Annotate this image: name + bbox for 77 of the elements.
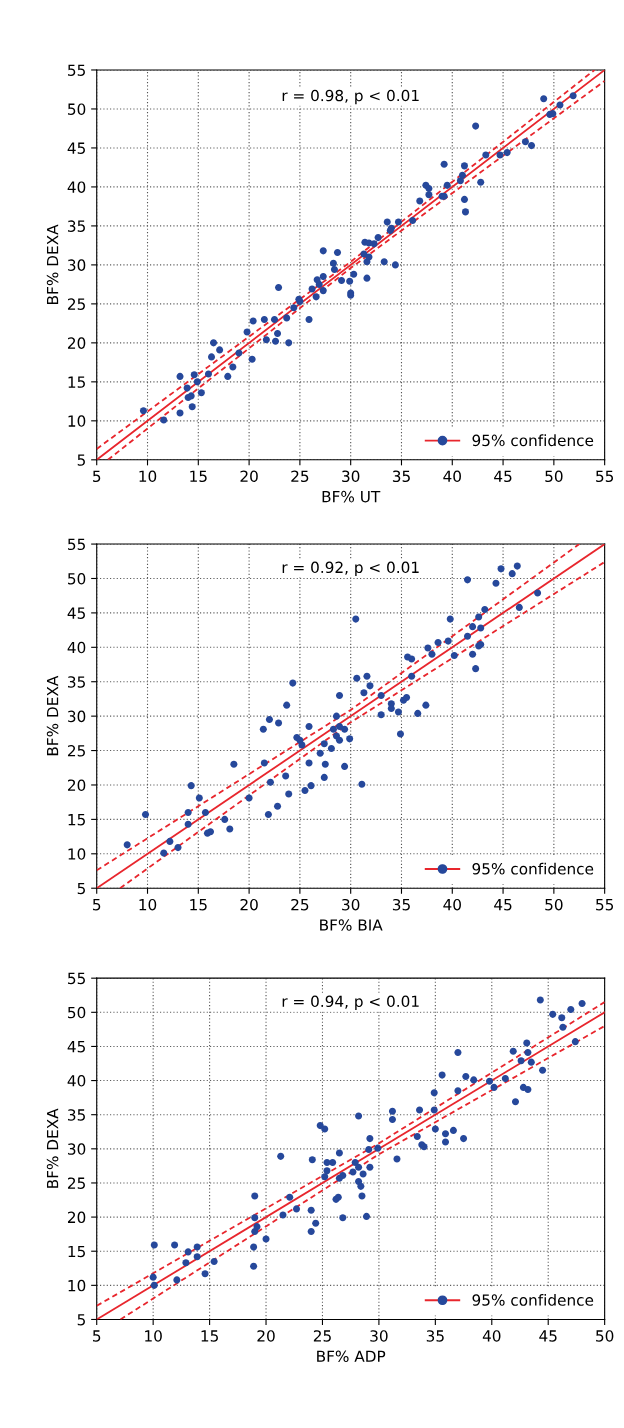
y-tick-label: 25 xyxy=(67,745,85,757)
annotation: r = 0.92, p < 0.01 xyxy=(282,561,419,577)
x-tick-label: 55 xyxy=(596,899,614,911)
y-tick-label: 20 xyxy=(67,337,86,349)
y-tick-label: 35 xyxy=(68,1109,85,1121)
x-tick-label: 30 xyxy=(370,1330,388,1342)
y-axis-title: BF% DEXA xyxy=(46,1108,59,1188)
y-tick-label: 50 xyxy=(68,103,86,115)
y-tick-label: 20 xyxy=(67,779,86,791)
y-tick-label: 25 xyxy=(67,298,85,310)
y-tick-label: 40 xyxy=(67,1075,86,1087)
x-tick-label: 20 xyxy=(240,898,258,911)
x-tick-label: 20 xyxy=(257,1330,275,1342)
x-tick-label: 15 xyxy=(190,470,207,483)
y-tick-label: 15 xyxy=(68,1245,85,1258)
x-tick-label: 50 xyxy=(545,470,563,483)
y-tick-label: 30 xyxy=(68,1143,86,1155)
legend-label: 95% confidence xyxy=(472,862,594,875)
x-tick-label: 5 xyxy=(93,470,101,483)
y-tick-label: 5 xyxy=(77,882,85,895)
y-tick-label: 10 xyxy=(68,415,86,427)
x-tick-label: 25 xyxy=(313,1330,331,1342)
x-tick-label: 15 xyxy=(190,899,207,911)
x-tick-label: 40 xyxy=(443,470,461,483)
y-tick-label: 5 xyxy=(77,1314,85,1326)
y-tick-label: 20 xyxy=(67,1211,86,1224)
y-tick-label: 55 xyxy=(68,64,85,76)
x-tick-label: 45 xyxy=(539,1330,557,1342)
x-tick-label: 5 xyxy=(93,1330,101,1342)
legend-label: 95% confidence xyxy=(472,434,594,447)
legend-label: 95% confidence xyxy=(472,1293,594,1306)
x-tick-label: 5 xyxy=(93,899,101,911)
x-tick-label: 40 xyxy=(482,1330,501,1342)
x-tick-label: 30 xyxy=(342,898,360,911)
x-tick-label: 45 xyxy=(494,899,512,911)
y-tick-label: 10 xyxy=(68,848,86,860)
y-axis-title: BF% DEXA xyxy=(46,675,59,756)
annotation: r = 0.98, p < 0.01 xyxy=(282,89,419,105)
x-tick-label: 45 xyxy=(494,470,512,483)
x-axis-title: BF% BIA xyxy=(320,919,383,931)
x-tick-label: 50 xyxy=(596,1330,614,1342)
y-tick-label: 40 xyxy=(67,641,86,654)
x-tick-label: 10 xyxy=(139,470,157,483)
y-tick-label: 35 xyxy=(68,676,85,688)
y-tick-label: 25 xyxy=(67,1177,85,1189)
y-tick-label: 50 xyxy=(68,1006,86,1019)
x-tick-label: 40 xyxy=(443,898,461,911)
y-tick-label: 30 xyxy=(68,259,86,271)
x-tick-label: 25 xyxy=(291,470,309,483)
x-tick-label: 30 xyxy=(342,470,360,483)
y-tick-label: 45 xyxy=(67,1041,85,1053)
x-tick-label: 50 xyxy=(545,898,563,911)
x-tick-label: 10 xyxy=(145,1330,162,1342)
y-axis-title: BF% DEXA xyxy=(46,224,59,304)
x-tick-label: 25 xyxy=(291,898,309,911)
x-axis-title: BF% ADP xyxy=(317,1350,386,1363)
y-tick-label: 30 xyxy=(68,710,86,723)
x-tick-label: 15 xyxy=(201,1330,218,1342)
y-tick-label: 55 xyxy=(68,972,85,985)
x-tick-label: 35 xyxy=(392,898,410,911)
x-tick-label: 55 xyxy=(596,470,614,483)
y-tick-label: 50 xyxy=(68,572,86,585)
y-tick-label: 15 xyxy=(68,814,85,826)
x-tick-label: 20 xyxy=(240,470,258,483)
x-tick-label: 35 xyxy=(426,1330,444,1342)
y-tick-label: 45 xyxy=(67,607,85,619)
y-tick-label: 5 xyxy=(77,454,85,466)
y-tick-label: 10 xyxy=(68,1279,86,1292)
y-tick-label: 55 xyxy=(68,538,85,551)
x-axis-title: BF% UT xyxy=(322,490,381,503)
y-tick-label: 40 xyxy=(67,181,86,193)
annotation: r = 0.94, p < 0.01 xyxy=(282,995,419,1011)
y-tick-label: 15 xyxy=(68,376,85,388)
x-tick-label: 10 xyxy=(139,898,157,911)
x-tick-label: 35 xyxy=(392,470,410,483)
y-tick-label: 45 xyxy=(67,142,85,154)
y-tick-label: 35 xyxy=(68,220,85,232)
